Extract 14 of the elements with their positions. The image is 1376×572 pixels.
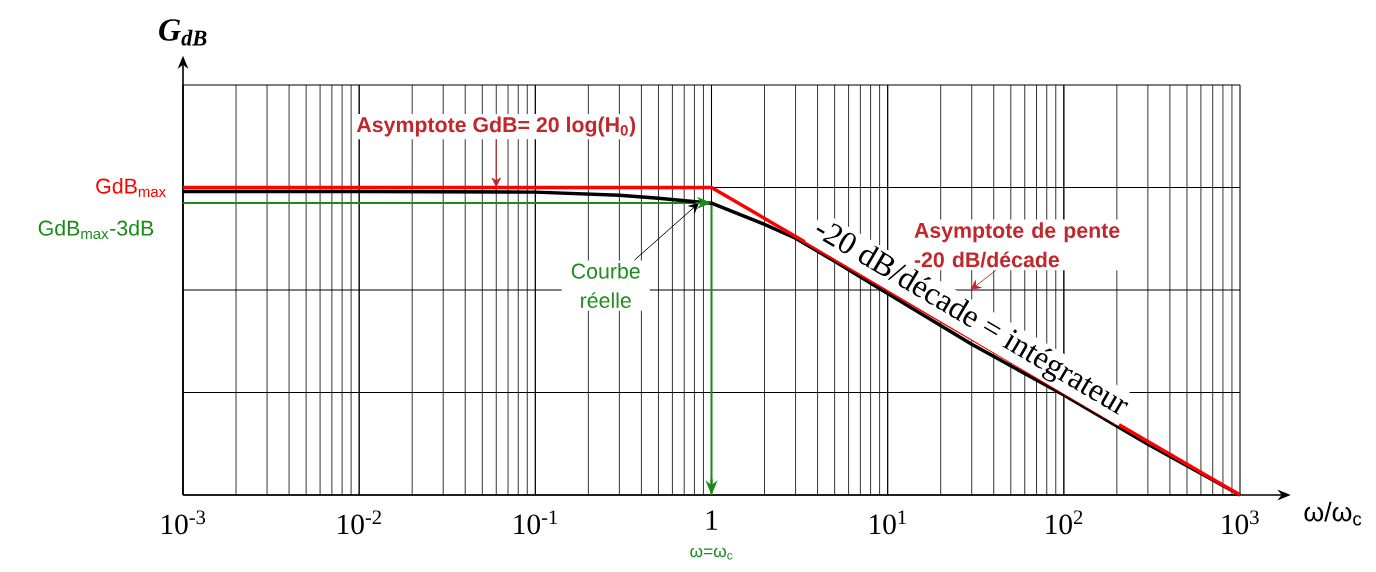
x-axis-title: ω/ω$_{c}$: [1304, 501, 1362, 526]
ref-line-label: GdB$_{max}$-3dB: [38, 220, 154, 240]
ref-line-label: ω=ω$_{c}$: [690, 547, 733, 560]
x-tick-label: 1: [706, 510, 718, 530]
annotation: GdB$_{max}$: [96, 177, 166, 198]
x-tick-label: 10$^{-2}$: [338, 510, 381, 535]
annotation: Asymptote GdB= 20 log(H$_{0}$): [356, 116, 636, 137]
x-tick-label: 10$^{2}$: [1046, 510, 1083, 535]
annotation: Courbe réelle: [571, 263, 640, 309]
x-tick-label: 10$^{1}$: [870, 510, 906, 535]
x-tick-label: 10$^{3}$: [1222, 510, 1259, 535]
y-axis-title: G$_{dB}$: [159, 19, 207, 46]
x-tick-label: 10$^{-3}$: [162, 510, 206, 535]
x-tick-label: 10$^{-1}$: [514, 510, 557, 535]
